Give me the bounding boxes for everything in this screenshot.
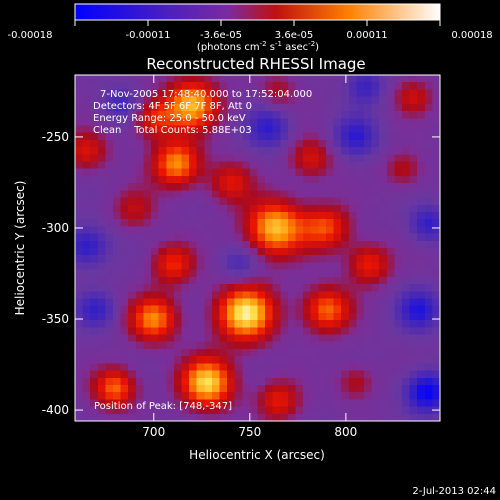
heatmap-image: [75, 75, 440, 421]
y-axis-label: Heliocentric Y (arcsec): [13, 181, 27, 316]
colorbar-tick-label: 3.6e-05: [275, 30, 313, 41]
y-tick-label: -300: [42, 221, 69, 235]
y-tick-label: -250: [42, 130, 69, 144]
colorbar-tick-label: 0.00011: [346, 30, 387, 41]
colorbar-ticks: [74, 20, 441, 26]
axes: 700 750 800 -250 -300 -350 -400: [42, 75, 440, 439]
colorbar-tick-label: -3.6e-05: [200, 30, 242, 41]
footer-timestamp: 2-Jul-2013 02:44: [412, 486, 496, 497]
y-tick-label: -350: [42, 312, 69, 326]
colorbar-tick-label: -0.00018: [8, 30, 53, 41]
x-tick-label: 750: [238, 425, 261, 439]
colorbar-tick-label: -0.00011: [126, 30, 171, 41]
image-annotations: 7-Nov-2005 17:48:40.000 to 17:52:04.000 …: [93, 89, 312, 412]
peak-position-text: Position of Peak: [748,-347]: [94, 401, 232, 412]
colorbar: [74, 3, 441, 21]
clean-counts-text: Clean Total Counts: 5.88E+03: [93, 125, 252, 136]
colorbar-tick-label: 0.00018: [451, 30, 492, 41]
x-axis-label: Heliocentric X (arcsec): [189, 448, 325, 462]
x-tick-label: 700: [142, 425, 165, 439]
plot-frame: [74, 74, 441, 422]
detectors-text: Detectors: 4F 5F 6F 7F 8F, Att 0: [93, 101, 252, 112]
energy-range-text: Energy Range: 25.0 - 50.0 keV: [93, 113, 246, 124]
chart-title: Reconstructed RHESSI Image: [146, 55, 365, 73]
time-range-text: 7-Nov-2005 17:48:40.000 to 17:52:04.000: [100, 89, 312, 100]
y-tick-label: -400: [42, 403, 69, 417]
x-tick-label: 800: [334, 425, 357, 439]
colorbar-units-label: (photons cm-2 s-1 asec-2): [197, 40, 319, 53]
